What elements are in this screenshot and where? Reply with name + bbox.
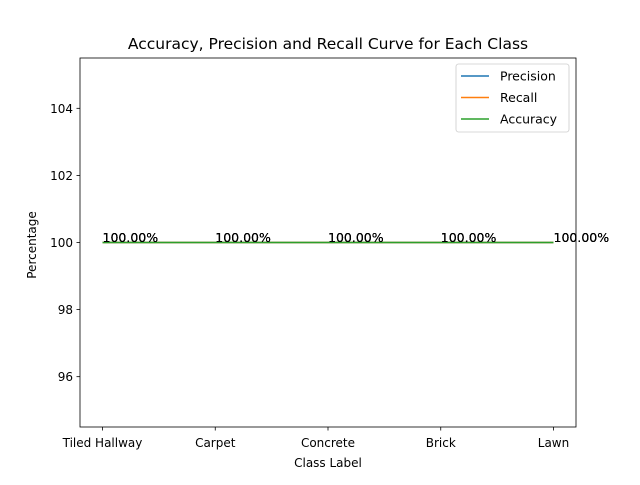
y-tick-label: 100: [50, 236, 73, 250]
y-tick-label: 104: [50, 102, 73, 116]
data-label: 100.00%: [328, 230, 384, 245]
data-label: 100.00%: [215, 230, 271, 245]
x-tick-label: Brick: [426, 436, 456, 450]
data-label: 100.00%: [103, 230, 159, 245]
y-tick-label: 98: [58, 303, 73, 317]
x-tick-label: Carpet: [195, 436, 236, 450]
x-tick-label: Lawn: [538, 436, 569, 450]
chart-title: Accuracy, Precision and Recall Curve for…: [128, 35, 528, 53]
data-label: 100.00%: [215, 230, 271, 245]
y-tick-label: 96: [58, 370, 73, 384]
data-label: 100.00%: [554, 230, 610, 245]
legend-label-accuracy: Accuracy: [500, 112, 558, 127]
data-label: 100.00%: [103, 230, 159, 245]
x-tick-label: Concrete: [301, 436, 355, 450]
data-label: 100.00%: [441, 230, 497, 245]
data-label: 100.00%: [554, 230, 610, 245]
plot-frame: [79, 57, 577, 428]
data-label: 100.00%: [441, 230, 497, 245]
y-tick-label: 102: [50, 169, 73, 183]
x-axis-title: Class Label: [294, 456, 362, 470]
data-label: 100.00%: [554, 230, 610, 245]
y-axis-title: Percentage: [25, 211, 39, 279]
data-label: 100.00%: [328, 230, 384, 245]
data-label: 100.00%: [215, 230, 271, 245]
data-label: 100.00%: [328, 230, 384, 245]
data-label: 100.00%: [103, 230, 159, 245]
legend: Precision Recall Accuracy: [455, 63, 570, 133]
legend-label-precision: Precision: [500, 69, 556, 84]
data-label: 100.00%: [441, 230, 497, 245]
legend-box: [455, 63, 570, 133]
x-tick-label: Tiled Hallway: [62, 436, 143, 450]
plot-area: 96 98 100 102 104 Tiled Hallway Carpet Concrete…: [50, 57, 610, 450]
legend-label-recall: Recall: [500, 90, 537, 105]
